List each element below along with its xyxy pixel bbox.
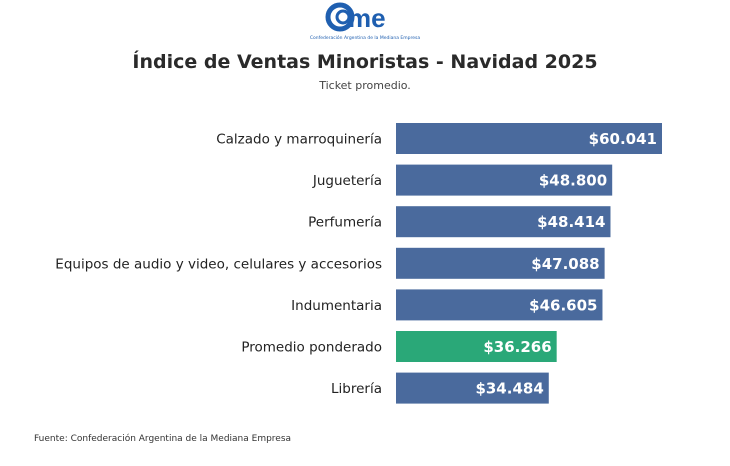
chart-subtitle: Ticket promedio. (319, 79, 411, 92)
category-label: Librería (331, 381, 382, 397)
category-label: Juguetería (312, 173, 382, 189)
bar (396, 164, 613, 196)
source-note: Fuente: Confederación Argentina de la Me… (34, 434, 292, 444)
category-label: Promedio ponderado (241, 340, 382, 356)
data-label: $47.088 (531, 255, 599, 273)
category-label: Indumentaria (291, 298, 382, 314)
came-logo: me (325, 2, 386, 33)
data-label: $48.800 (539, 172, 607, 190)
logo-subtext: Confederación Argentina de la Mediana Em… (309, 36, 421, 41)
bar (396, 289, 603, 321)
chart-title: Índice de Ventas Minoristas - Navidad 20… (132, 51, 598, 73)
bar (396, 331, 557, 362)
category-label: Equipos de audio y video, celulares y ac… (55, 256, 382, 272)
data-label: $46.605 (529, 296, 597, 314)
data-label: $36.266 (483, 338, 551, 356)
data-label: $48.414 (537, 213, 605, 231)
data-label: $60.041 (589, 130, 657, 148)
bar (396, 372, 549, 404)
bar (396, 247, 605, 279)
bar (396, 123, 662, 154)
svg-text:me: me (348, 3, 386, 33)
category-label: Perfumería (308, 215, 382, 231)
data-label: $34.484 (475, 380, 543, 398)
category-label: Calzado y marroquinería (216, 132, 382, 148)
bar (396, 206, 611, 238)
